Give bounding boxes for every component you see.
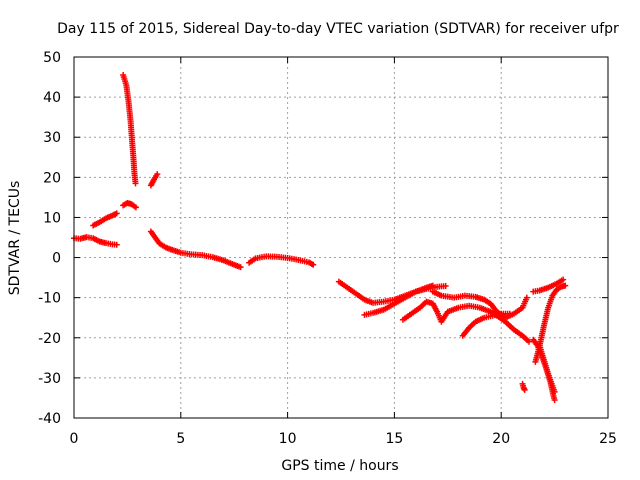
x-tick-label: 5 <box>176 431 185 447</box>
data-point <box>560 276 567 283</box>
y-tick-label: 10 <box>43 210 61 226</box>
y-tick-label: -10 <box>38 291 61 307</box>
x-tick-label: 25 <box>599 431 617 447</box>
y-tick-label: 30 <box>43 130 61 146</box>
data-point <box>237 264 244 271</box>
y-tick-label: 50 <box>43 50 61 66</box>
y-tick-label: -30 <box>38 371 61 387</box>
data-point <box>113 210 120 217</box>
x-axis-label: GPS time / hours <box>281 458 398 474</box>
data-point <box>521 386 528 393</box>
data-point <box>562 282 569 289</box>
data-point <box>523 294 530 301</box>
y-tick-label: 20 <box>43 170 61 186</box>
data-point <box>132 180 139 187</box>
x-tick-label: 15 <box>385 431 403 447</box>
chart-title: Day 115 of 2015, Sidereal Day-to-day VTE… <box>57 21 619 37</box>
plot-frame <box>73 56 609 419</box>
data-point <box>132 204 139 211</box>
y-tick-label: 0 <box>52 251 61 267</box>
x-tick-label: 0 <box>70 431 79 447</box>
y-tick-label: 40 <box>43 90 61 106</box>
data-point <box>154 171 161 178</box>
y-axis-label: SDTVAR / TECUs <box>7 181 23 296</box>
data-points <box>71 72 569 403</box>
tick-labels: 0 5 10 15 20 25 -40 -30 -20 -10 0 10 20 30 40 50 <box>38 50 617 447</box>
y-tick-label: -40 <box>38 411 61 427</box>
data-point <box>442 283 449 290</box>
data-point <box>551 396 558 403</box>
x-tick-label: 20 <box>492 431 510 447</box>
data-point <box>310 261 317 268</box>
data-point <box>525 338 532 345</box>
grid-lines <box>74 57 608 418</box>
data-point <box>429 282 436 289</box>
data-point <box>551 388 558 395</box>
data-point <box>506 310 513 317</box>
y-tick-label: -20 <box>38 331 61 347</box>
data-point <box>113 241 120 248</box>
x-tick-label: 10 <box>279 431 297 447</box>
